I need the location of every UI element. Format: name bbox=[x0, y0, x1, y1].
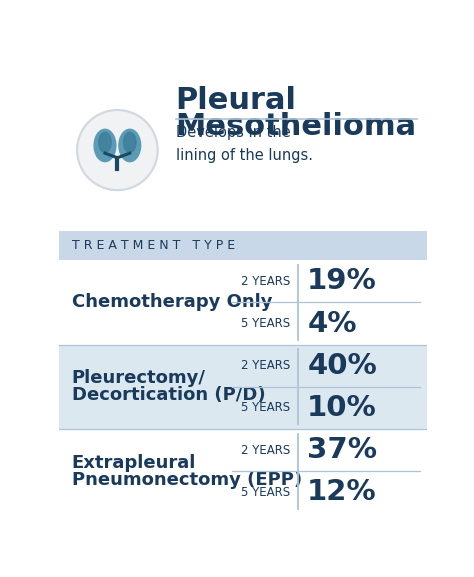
Ellipse shape bbox=[99, 132, 111, 152]
FancyBboxPatch shape bbox=[59, 344, 427, 429]
Text: 5 YEARS: 5 YEARS bbox=[241, 317, 290, 330]
Text: Chemotherapy Only: Chemotherapy Only bbox=[72, 294, 272, 312]
Text: Pleurectomy/: Pleurectomy/ bbox=[72, 369, 206, 387]
FancyBboxPatch shape bbox=[59, 231, 427, 260]
Text: 5 YEARS: 5 YEARS bbox=[241, 486, 290, 499]
Ellipse shape bbox=[124, 132, 136, 152]
Text: 19%: 19% bbox=[307, 267, 377, 295]
Text: 37%: 37% bbox=[307, 436, 377, 464]
Text: 12%: 12% bbox=[307, 478, 377, 507]
Text: Extrapleural: Extrapleural bbox=[72, 454, 196, 472]
Text: Mesothelioma: Mesothelioma bbox=[175, 111, 417, 141]
FancyBboxPatch shape bbox=[59, 260, 427, 344]
FancyBboxPatch shape bbox=[59, 429, 427, 514]
Circle shape bbox=[77, 110, 158, 190]
Text: 4%: 4% bbox=[307, 309, 357, 338]
Ellipse shape bbox=[94, 129, 116, 162]
Text: 2 YEARS: 2 YEARS bbox=[241, 444, 290, 457]
Text: 40%: 40% bbox=[307, 352, 377, 380]
Text: Pneumonectomy (EPP): Pneumonectomy (EPP) bbox=[72, 471, 302, 489]
Ellipse shape bbox=[119, 129, 141, 162]
Text: Decortication (P/D): Decortication (P/D) bbox=[72, 387, 265, 404]
Text: 2 YEARS: 2 YEARS bbox=[241, 359, 290, 372]
Text: T R E A T M E N T   T Y P E: T R E A T M E N T T Y P E bbox=[72, 239, 235, 252]
Text: Pleural: Pleural bbox=[175, 86, 297, 115]
Text: 2 YEARS: 2 YEARS bbox=[241, 275, 290, 288]
Text: 5 YEARS: 5 YEARS bbox=[241, 402, 290, 414]
Text: 10%: 10% bbox=[307, 394, 377, 422]
Text: Develops in the
lining of the lungs.: Develops in the lining of the lungs. bbox=[175, 125, 312, 163]
